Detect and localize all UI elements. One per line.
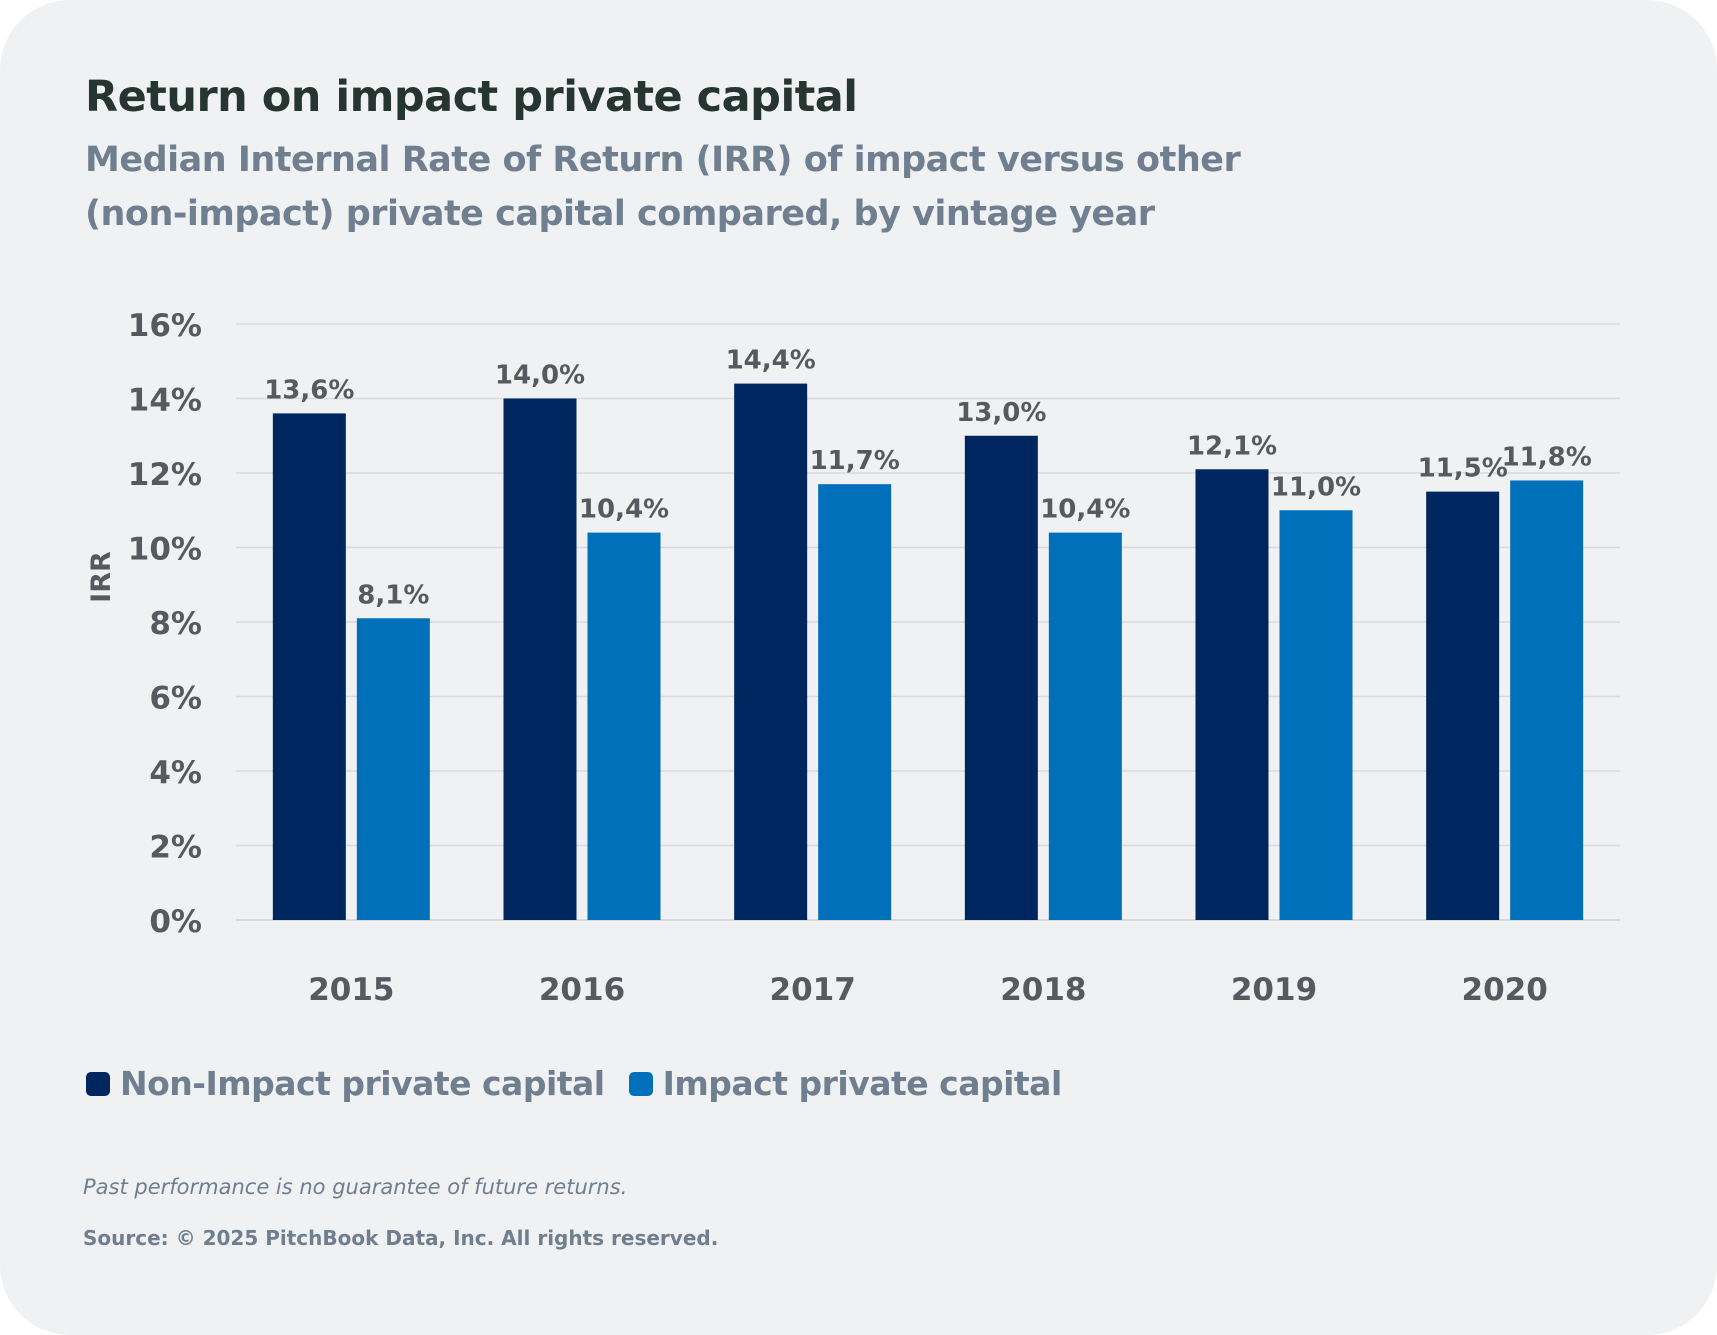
disclaimer-note: Past performance is no guarantee of futu… xyxy=(83,1175,628,1199)
y-tick-label: 2% xyxy=(149,830,202,866)
bar-non-impact xyxy=(1195,469,1269,920)
legend: Non-Impact private capital Impact privat… xyxy=(86,1064,1086,1103)
data-label: 11,8% xyxy=(1502,442,1592,472)
data-label: 11,0% xyxy=(1271,472,1361,502)
y-tick-label: 12% xyxy=(128,457,202,493)
chart-title: Return on impact private capital xyxy=(85,72,858,122)
legend-item-impact: Impact private capital xyxy=(628,1064,1063,1103)
data-label: 13,0% xyxy=(956,398,1046,428)
legend-swatch-non-impact xyxy=(86,1071,110,1096)
data-label: 10,4% xyxy=(1040,495,1130,525)
y-axis-label: IRR xyxy=(86,551,117,603)
legend-item-non-impact: Non-Impact private capital xyxy=(86,1064,605,1103)
y-axis-ticks: 0% 2% 4% 6% 8% 10% 12% 14% 16% xyxy=(128,308,202,940)
y-tick-label: 8% xyxy=(149,606,202,642)
bar-impact xyxy=(356,618,430,920)
data-label: 8,1% xyxy=(357,580,429,610)
gridlines xyxy=(236,323,1620,921)
bar-impact xyxy=(1510,480,1584,920)
x-tick-label: 2018 xyxy=(1000,972,1086,1008)
bar-non-impact xyxy=(503,398,577,920)
x-tick-label: 2019 xyxy=(1231,972,1317,1008)
x-tick-label: 2015 xyxy=(308,972,394,1008)
bars xyxy=(272,383,1584,921)
y-tick-label: 10% xyxy=(128,532,202,568)
bar-chart: 0% 2% 4% 6% 8% 10% 12% 14% 16% IRR 13,6% 8,1% 14,0… xyxy=(86,308,1620,1008)
data-label: 14,0% xyxy=(495,361,585,391)
legend-label-non-impact: Non-Impact private capital xyxy=(120,1064,605,1103)
data-label: 14,4% xyxy=(726,346,816,376)
chart-subtitle: Median Internal Rate of Return (IRR) of … xyxy=(85,140,1241,234)
data-label: 12,1% xyxy=(1187,431,1277,461)
legend-label-impact: Impact private capital xyxy=(662,1064,1063,1103)
data-label: 13,6% xyxy=(264,375,354,405)
x-tick-label: 2020 xyxy=(1462,972,1548,1008)
x-axis-ticks: 2015 2016 2017 2018 2019 2020 xyxy=(308,972,1548,1008)
y-tick-label: 16% xyxy=(128,308,202,344)
y-tick-label: 4% xyxy=(149,755,202,791)
x-tick-label: 2016 xyxy=(539,972,625,1008)
bar-non-impact xyxy=(272,413,346,920)
bar-impact xyxy=(1279,510,1353,920)
data-labels: 13,6% 8,1% 14,0% 10,4% 14,4% 11,7% 13,0% 10,4% 1… xyxy=(264,346,1592,611)
legend-swatch-impact xyxy=(628,1071,653,1096)
bar-non-impact xyxy=(734,383,808,921)
bar-impact xyxy=(818,484,892,920)
bar-non-impact xyxy=(1426,491,1500,920)
data-label: 11,5% xyxy=(1418,454,1508,484)
data-label: 10,4% xyxy=(579,495,669,525)
x-tick-label: 2017 xyxy=(770,972,856,1008)
source-note: Source: © 2025 PitchBook Data, Inc. All … xyxy=(83,1226,719,1250)
y-tick-label: 6% xyxy=(149,681,202,717)
data-label: 11,7% xyxy=(810,446,900,476)
bar-non-impact xyxy=(964,435,1038,920)
y-tick-label: 0% xyxy=(149,904,202,940)
bar-impact xyxy=(587,532,661,920)
bar-impact xyxy=(1048,532,1122,920)
y-tick-label: 14% xyxy=(128,383,202,419)
